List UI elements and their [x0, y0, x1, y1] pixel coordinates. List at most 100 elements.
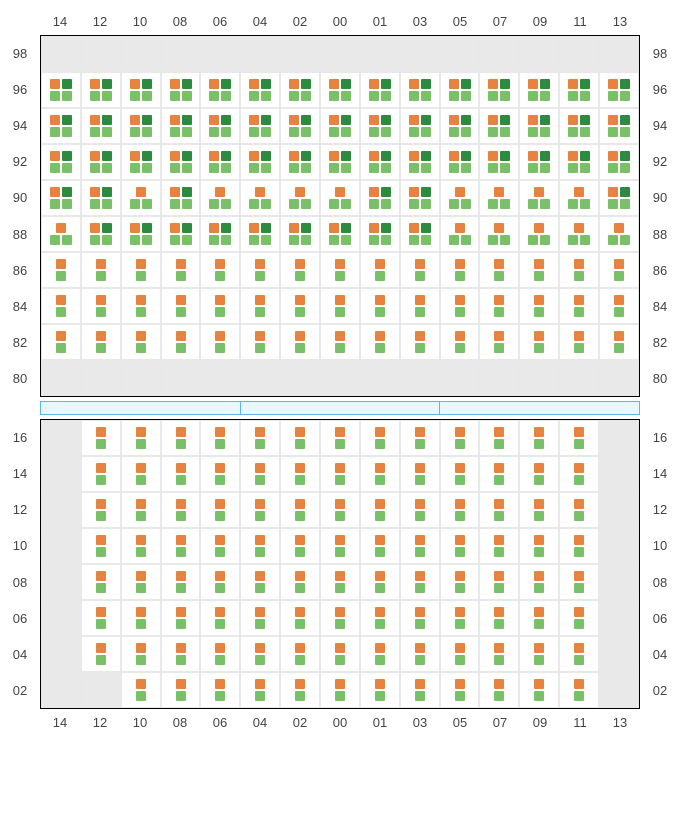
seat-cell[interactable]: [559, 216, 599, 252]
seat-cell[interactable]: [440, 180, 480, 216]
seat-cell[interactable]: [440, 564, 480, 600]
seat-cell[interactable]: [599, 252, 639, 288]
seat-cell[interactable]: [400, 180, 440, 216]
seat-cell[interactable]: [559, 636, 599, 672]
seat-cell[interactable]: [360, 144, 400, 180]
seat-cell[interactable]: [280, 672, 320, 708]
seat-cell[interactable]: [400, 600, 440, 636]
seat-cell[interactable]: [320, 252, 360, 288]
seat-cell[interactable]: [240, 672, 280, 708]
seat-cell[interactable]: [280, 492, 320, 528]
seat-cell[interactable]: [479, 600, 519, 636]
seat-cell[interactable]: [41, 144, 81, 180]
seat-cell[interactable]: [360, 672, 400, 708]
seat-cell[interactable]: [559, 252, 599, 288]
seat-cell[interactable]: [200, 420, 240, 456]
seat-cell[interactable]: [161, 528, 201, 564]
seat-cell[interactable]: [121, 636, 161, 672]
seat-cell[interactable]: [559, 72, 599, 108]
seat-cell[interactable]: [360, 288, 400, 324]
seat-cell[interactable]: [81, 72, 121, 108]
seat-cell[interactable]: [360, 456, 400, 492]
seat-cell[interactable]: [200, 528, 240, 564]
seat-cell[interactable]: [240, 636, 280, 672]
seat-cell[interactable]: [360, 528, 400, 564]
seat-cell[interactable]: [440, 672, 480, 708]
seat-cell[interactable]: [479, 252, 519, 288]
seat-cell[interactable]: [280, 528, 320, 564]
seat-cell[interactable]: [559, 420, 599, 456]
seat-cell[interactable]: [161, 144, 201, 180]
seat-cell[interactable]: [81, 492, 121, 528]
seat-cell[interactable]: [320, 528, 360, 564]
seat-cell[interactable]: [400, 144, 440, 180]
seat-cell[interactable]: [400, 288, 440, 324]
seat-cell[interactable]: [599, 144, 639, 180]
seat-cell[interactable]: [121, 144, 161, 180]
seat-cell[interactable]: [320, 492, 360, 528]
seat-cell[interactable]: [599, 108, 639, 144]
seat-cell[interactable]: [161, 636, 201, 672]
seat-cell[interactable]: [519, 600, 559, 636]
seat-cell[interactable]: [599, 288, 639, 324]
seat-cell[interactable]: [599, 72, 639, 108]
seat-cell[interactable]: [519, 216, 559, 252]
seat-cell[interactable]: [280, 72, 320, 108]
seat-cell[interactable]: [559, 528, 599, 564]
seat-cell[interactable]: [280, 144, 320, 180]
seat-cell[interactable]: [240, 600, 280, 636]
seat-cell[interactable]: [360, 324, 400, 360]
seat-cell[interactable]: [41, 180, 81, 216]
seat-cell[interactable]: [161, 492, 201, 528]
seat-cell[interactable]: [479, 144, 519, 180]
seat-cell[interactable]: [81, 216, 121, 252]
seat-cell[interactable]: [81, 180, 121, 216]
seat-cell[interactable]: [360, 72, 400, 108]
seat-cell[interactable]: [559, 108, 599, 144]
seat-cell[interactable]: [519, 672, 559, 708]
seat-cell[interactable]: [280, 252, 320, 288]
seat-cell[interactable]: [200, 216, 240, 252]
seat-cell[interactable]: [400, 636, 440, 672]
seat-cell[interactable]: [161, 180, 201, 216]
seat-cell[interactable]: [400, 72, 440, 108]
seat-cell[interactable]: [41, 252, 81, 288]
seat-cell[interactable]: [240, 456, 280, 492]
seat-cell[interactable]: [519, 144, 559, 180]
seat-cell[interactable]: [280, 288, 320, 324]
seat-cell[interactable]: [200, 456, 240, 492]
seat-cell[interactable]: [479, 492, 519, 528]
seat-cell[interactable]: [479, 72, 519, 108]
seat-cell[interactable]: [121, 456, 161, 492]
seat-cell[interactable]: [440, 528, 480, 564]
seat-cell[interactable]: [320, 600, 360, 636]
seat-cell[interactable]: [479, 216, 519, 252]
seat-cell[interactable]: [320, 180, 360, 216]
seat-cell[interactable]: [121, 528, 161, 564]
seat-cell[interactable]: [440, 636, 480, 672]
seat-cell[interactable]: [519, 288, 559, 324]
seat-cell[interactable]: [240, 216, 280, 252]
seat-cell[interactable]: [41, 216, 81, 252]
seat-cell[interactable]: [400, 420, 440, 456]
seat-cell[interactable]: [240, 252, 280, 288]
seat-cell[interactable]: [559, 144, 599, 180]
seat-cell[interactable]: [81, 252, 121, 288]
seat-cell[interactable]: [240, 564, 280, 600]
seat-cell[interactable]: [121, 600, 161, 636]
seat-cell[interactable]: [400, 108, 440, 144]
seat-cell[interactable]: [400, 456, 440, 492]
seat-cell[interactable]: [161, 456, 201, 492]
seat-cell[interactable]: [161, 288, 201, 324]
seat-cell[interactable]: [121, 180, 161, 216]
seat-cell[interactable]: [519, 324, 559, 360]
seat-cell[interactable]: [280, 600, 320, 636]
seat-cell[interactable]: [519, 492, 559, 528]
seat-cell[interactable]: [479, 288, 519, 324]
seat-cell[interactable]: [479, 456, 519, 492]
seat-cell[interactable]: [161, 324, 201, 360]
seat-cell[interactable]: [479, 528, 519, 564]
seat-cell[interactable]: [519, 180, 559, 216]
seat-cell[interactable]: [41, 288, 81, 324]
seat-cell[interactable]: [280, 324, 320, 360]
